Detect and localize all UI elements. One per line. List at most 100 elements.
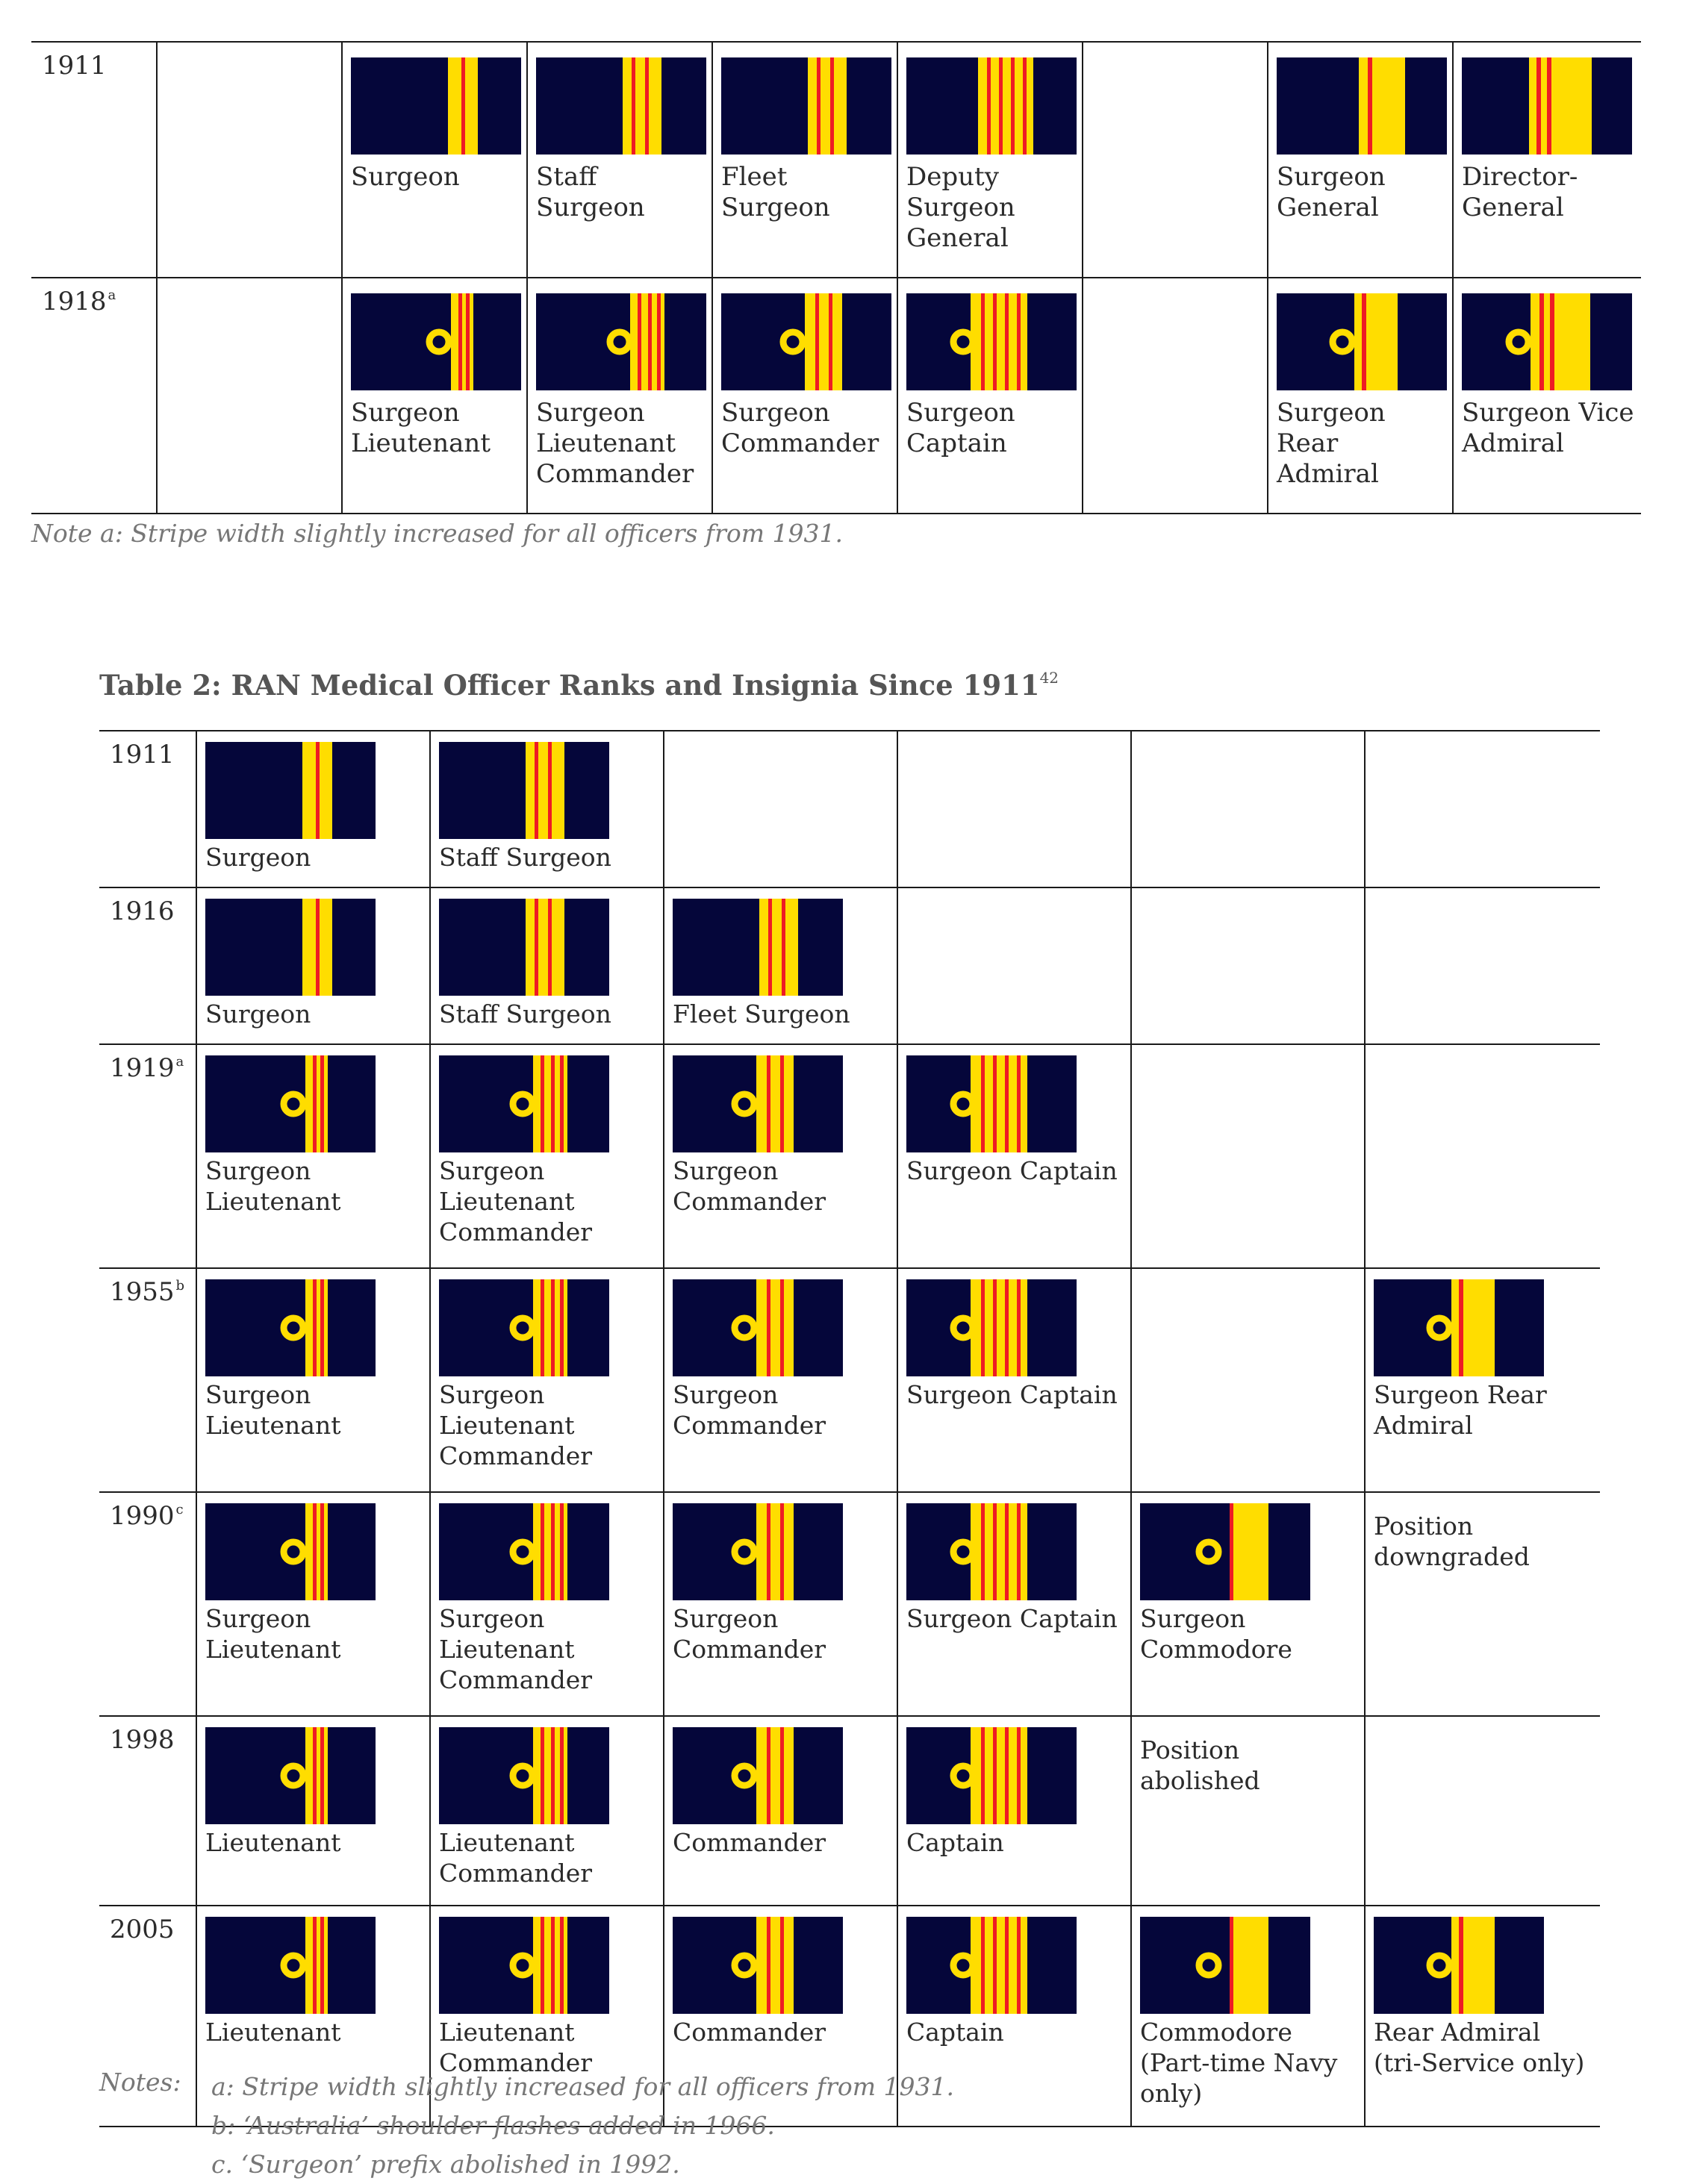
rank-cell: Staff Surgeon (429, 887, 664, 1044)
rank-label: Surgeon Lieutenant (205, 1380, 341, 1440)
rank-cell: Surgeon Lieutenant (196, 1267, 430, 1492)
rank-label: Surgeon Commodore (1140, 1604, 1292, 1664)
curl (280, 1538, 307, 1565)
rank-label: Surgeon Lieutenant (205, 1604, 341, 1664)
rank-insignia-c4 (906, 1055, 1077, 1152)
year-label: 1911 (42, 51, 107, 81)
rank-label: Surgeon Captain (906, 1604, 1118, 1633)
rank-insignia-c3 (673, 1055, 843, 1152)
rank-label: Surgeon Lieutenant Commander (536, 398, 694, 489)
curl (731, 1091, 758, 1117)
rank-label: Surgeon (205, 843, 311, 872)
rank-cell: Commander (663, 1715, 897, 1906)
curl (606, 328, 633, 355)
rank-cell: Rear Admiral (tri-Service only) (1364, 1905, 1600, 2127)
rank-label: Staff Surgeon (439, 843, 611, 872)
rank-label: Lieutenant Commander (439, 2018, 593, 2077)
rank-insignia-c2 (439, 1055, 609, 1152)
curl (1195, 1538, 1222, 1565)
rank-label: Director- General (1462, 162, 1578, 222)
rank-cell: Surgeon (196, 731, 430, 887)
status-text: Position downgraded (1374, 1511, 1530, 1571)
rank-insignia-c3 (673, 1917, 843, 2014)
rank-label: Deputy Surgeon General (906, 162, 1015, 253)
notes-list: a: Stripe width slightly increased for a… (211, 2068, 954, 2184)
year-cell: 1990 c (99, 1491, 196, 1716)
rank-insignia-1911-2 (536, 57, 706, 155)
rank-insignia-c3 (673, 1503, 843, 1600)
table-row: 1990 c Surgeon Lieutenant Surgeon Lieutenan… (99, 1491, 1600, 1716)
rank-insignia-c1 (205, 1727, 376, 1824)
rank-insignia-c4 (906, 1727, 1077, 1824)
curl (950, 1952, 977, 1979)
rank-cell: Surgeon Captain (897, 277, 1083, 514)
rank-insignia-1911-3 (673, 899, 843, 996)
year-cell: 1919 a (99, 1043, 196, 1268)
rank-insignia-commodore (1140, 1503, 1310, 1600)
rank-label: Staff Surgeon (439, 999, 611, 1029)
empty-cell (1130, 731, 1365, 887)
caption-footnote-ref: 42 (1039, 669, 1059, 687)
rank-cell: Fleet Surgeon (712, 42, 897, 278)
rank-label: Fleet Surgeon (721, 162, 830, 222)
rank-label: Surgeon Rear Admiral (1277, 398, 1386, 489)
rank-cell: Surgeon Lieutenant (196, 1043, 430, 1268)
rank-label: Commander (673, 1828, 826, 1857)
rank-label: Surgeon Lieutenant (205, 1156, 341, 1216)
rank-insignia-cw2 (1462, 293, 1632, 390)
rank-cell: Lieutenant (196, 1905, 430, 2127)
empty-cell (1082, 42, 1268, 278)
curl (280, 1091, 307, 1117)
rank-insignia-c1 (351, 293, 521, 390)
rank-label: Commander (673, 2018, 826, 2047)
curl (950, 1314, 977, 1341)
year-label: 1990 (110, 1501, 175, 1531)
table-row: 1918 a Surgeon Lieutenant Surgeon Lieutenan… (31, 277, 1641, 514)
year-cell: 1911 (31, 42, 157, 278)
rank-insignia-c3 (721, 293, 891, 390)
rank-insignia-c1 (205, 1279, 376, 1376)
rank-cell: Deputy Surgeon General (897, 42, 1083, 278)
year-label: 1998 (110, 1725, 175, 1755)
year-label: 1911 (110, 740, 175, 770)
rank-cell: Surgeon Commander (663, 1267, 897, 1492)
rank-cell: Captain (897, 1905, 1131, 2127)
year-cell: 1998 (99, 1715, 196, 1906)
curl (1329, 328, 1356, 355)
rank-cell: Director- General (1452, 42, 1641, 278)
rank-cell: Captain (897, 1715, 1131, 1906)
curl (280, 1314, 307, 1341)
rank-insignia-c4 (906, 1279, 1077, 1376)
curl (280, 1762, 307, 1789)
year-cell: 1955 b (99, 1267, 196, 1492)
rank-cell: Surgeon Lieutenant Commander (429, 1043, 664, 1268)
curl (280, 1952, 307, 1979)
year-cell: 2005 (99, 1905, 196, 2127)
table-row: 1916 Surgeon Staff Surgeon Fleet Surgeon (99, 887, 1600, 1044)
rank-label: Lieutenant Commander (439, 1828, 593, 1888)
rank-label: Surgeon Commander (721, 398, 879, 458)
rank-cell: Surgeon Captain (897, 1267, 1131, 1492)
rank-cell: Commander (663, 1905, 897, 2127)
empty-cell (663, 731, 897, 887)
rank-label: Surgeon Captain (906, 1380, 1118, 1409)
notes-label: Notes: (99, 2068, 181, 2097)
rank-cell: Surgeon Commander (663, 1043, 897, 1268)
rank-label: Surgeon (351, 162, 460, 192)
curl (731, 1952, 758, 1979)
empty-cell (1364, 1715, 1600, 1906)
table-2-medical-officer-ranks: 1911 Surgeon Staff Surgeon 1916 Surgeon Staff… (99, 730, 1600, 2127)
table-row: 1919 a Surgeon Lieutenant Surgeon Lieutenan… (99, 1043, 1600, 1268)
rank-insignia-cw1 (1374, 1917, 1544, 2014)
note-c: c. ‘Surgeon’ prefix abolished in 1992. (211, 2150, 680, 2179)
rank-cell: Surgeon Lieutenant Commander (429, 1267, 664, 1492)
rank-label: Lieutenant (205, 1828, 341, 1857)
empty-cell (156, 42, 342, 278)
table-row: 1911 Surgeon Staff Surgeon (99, 731, 1600, 887)
note-a: a: Stripe width slightly increased for a… (211, 2072, 955, 2101)
curl (731, 1314, 758, 1341)
rank-label: Captain (906, 2018, 1004, 2047)
rank-label: Commodore (Part-time Navy only) (1140, 2018, 1338, 2108)
curl (950, 1538, 977, 1565)
table-row: 2005 Lieutenant Lieutenant Commander Comman… (99, 1905, 1600, 2127)
